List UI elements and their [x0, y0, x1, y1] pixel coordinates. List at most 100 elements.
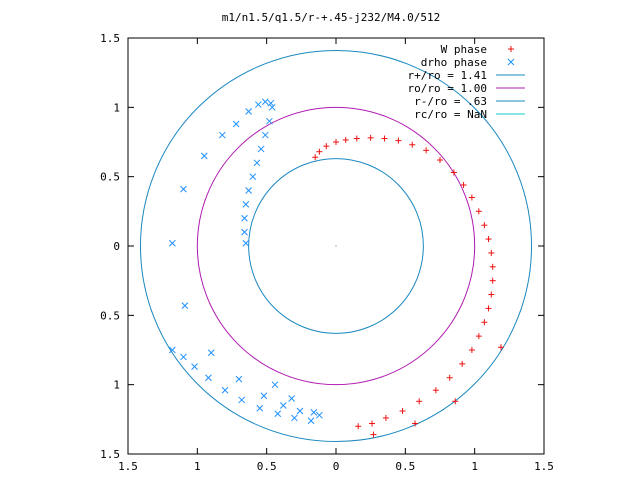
- drho-phase-point: [316, 411, 323, 419]
- drho-phase-point: [261, 131, 269, 139]
- w-phase-point: [437, 157, 443, 164]
- drho-phase-point: [307, 417, 315, 425]
- drho-phase-point: [205, 374, 212, 382]
- x-tick-label: 1: [471, 460, 478, 473]
- w-phase-point: [489, 263, 496, 270]
- drho-phase-point: [256, 404, 264, 412]
- w-phase-point: [488, 291, 495, 298]
- drho-phase-point: [253, 159, 261, 167]
- drho-phase-point: [241, 228, 248, 236]
- w-phase-point: [432, 387, 439, 394]
- drho-phase-point: [180, 185, 187, 193]
- drho-phase-point: [181, 302, 189, 309]
- w-phase-point: [369, 420, 376, 427]
- drho-phase-point: [260, 392, 268, 400]
- x-tick-label: 0.5: [257, 460, 277, 473]
- y-tick-label: 1.5: [100, 32, 120, 45]
- legend-label: drho phase: [421, 56, 487, 69]
- drho-phase-point: [238, 396, 246, 404]
- w-phase-point: [498, 344, 505, 351]
- w-phase-point: [452, 398, 459, 405]
- w-phase-point: [316, 148, 323, 155]
- w-phase-point: [485, 236, 492, 243]
- w-phase-point: [468, 194, 475, 201]
- x-tick-label: 0: [333, 460, 340, 473]
- drho-phase-point: [288, 395, 295, 402]
- legend-label: W phase: [441, 43, 487, 56]
- legend-symbol: [507, 58, 515, 66]
- w-phase-point: [382, 414, 389, 421]
- drho-phase-point: [274, 410, 282, 418]
- drho-phase-point: [191, 363, 198, 370]
- drho-phase-point: [241, 214, 248, 222]
- origin-dot: [335, 245, 337, 247]
- w-phase-point: [416, 398, 423, 405]
- w-phase-point: [489, 277, 496, 284]
- w-phase-point: [355, 423, 362, 430]
- drho-phase-point: [207, 349, 215, 357]
- w-phase-point: [475, 333, 482, 340]
- w-phase-point: [333, 139, 339, 145]
- w-phase-point: [450, 169, 457, 176]
- drho-phase-point: [254, 101, 262, 108]
- legend-label: r-/ro = .63: [414, 95, 487, 108]
- data-series: [169, 98, 505, 438]
- drho-phase-point: [221, 386, 229, 394]
- w-phase-point: [446, 374, 453, 381]
- y-tick-label: 1: [113, 101, 120, 114]
- w-phase-point: [475, 208, 482, 215]
- legend-label: rc/ro = NaN: [414, 108, 487, 121]
- drho-phase-point: [218, 131, 226, 139]
- w-phase-point: [460, 181, 467, 188]
- w-phase-point: [459, 360, 466, 367]
- w-phase-point: [323, 143, 330, 150]
- radius-circle-1: [196, 106, 476, 386]
- y-tick-label: 1: [113, 379, 120, 392]
- drho-phase-point: [279, 402, 287, 409]
- drho-phase-point: [296, 407, 304, 415]
- w-phase-point: [395, 137, 402, 144]
- drho-phase-point: [200, 152, 208, 160]
- w-phase-point: [399, 408, 406, 415]
- w-phase-point: [367, 134, 374, 141]
- w-phase-point: [342, 136, 349, 143]
- w-phase-point: [481, 222, 488, 229]
- drho-phase-point: [266, 117, 273, 125]
- x-tick-label: 0.5: [395, 460, 415, 473]
- w-phase-point: [423, 147, 430, 154]
- w-phase-point: [485, 305, 492, 312]
- drho-phase-point: [257, 145, 265, 153]
- drho-phase-point: [249, 173, 257, 181]
- w-phase-point: [409, 141, 416, 148]
- drho-phase-point: [169, 239, 176, 247]
- axis-ticks: 1.5 1 0.5 0 0.5 1 1.51.510.500.511.5: [100, 32, 554, 473]
- legend-label: r+/ro = 1.41: [408, 69, 487, 82]
- drho-phase-point: [242, 239, 250, 247]
- drho-phase-point: [268, 103, 276, 111]
- w-phase-point: [381, 135, 388, 142]
- drho-phase-point: [291, 414, 298, 422]
- x-tick-label: 1.5: [118, 460, 138, 473]
- w-phase-point: [412, 420, 419, 427]
- w-phase-point: [312, 154, 319, 161]
- drho-phase-point: [271, 381, 279, 389]
- chart-title: m1/n1.5/q1.5/r-+.45-j232/M4.0/512: [222, 11, 441, 24]
- drho-phase-point: [310, 409, 318, 416]
- legend-label: ro/ro = 1.00: [408, 82, 487, 95]
- w-phase-point: [488, 249, 495, 256]
- x-tick-label: 1: [194, 460, 201, 473]
- y-tick-label: 0: [113, 240, 120, 253]
- drho-phase-point: [235, 375, 243, 383]
- w-phase-point: [370, 431, 377, 438]
- y-tick-label: 1.5: [100, 448, 120, 461]
- radius-circle-0: [139, 49, 533, 443]
- x-tick-label: 1.5: [534, 460, 554, 473]
- y-tick-label: 0.5: [100, 309, 120, 322]
- drho-phase-point: [180, 353, 187, 361]
- w-phase-point: [481, 319, 488, 326]
- w-phase-point: [353, 135, 360, 142]
- y-tick-label: 0.5: [100, 171, 120, 184]
- drho-phase-point: [169, 346, 176, 354]
